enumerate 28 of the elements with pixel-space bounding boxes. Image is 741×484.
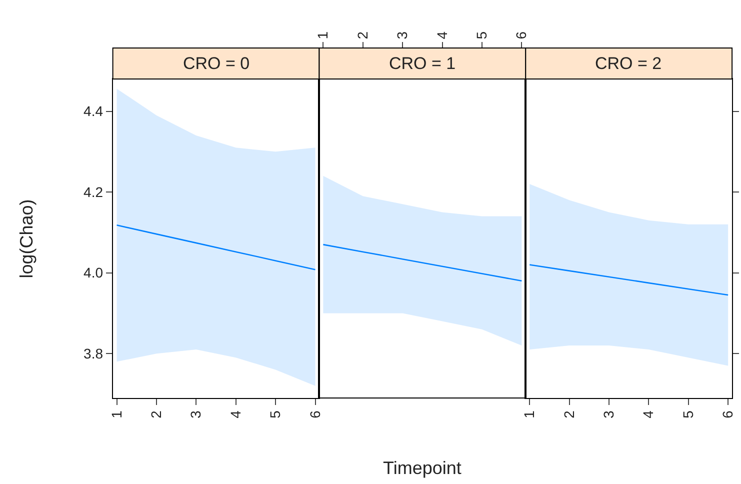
x-tick-label: 6 xyxy=(306,410,323,418)
line-series xyxy=(116,224,316,270)
x-tick-label: 1 xyxy=(314,31,331,40)
x-tick-label: 2 xyxy=(560,410,577,418)
x-tick-label: 4 xyxy=(640,410,656,418)
x-tick-label: 4 xyxy=(434,31,450,40)
x-tick-label: 3 xyxy=(188,410,204,418)
x-tick-label: 2 xyxy=(148,410,164,418)
x-tick-label: 6 xyxy=(720,410,736,418)
x-tick-label: 5 xyxy=(267,410,284,418)
x-tick-label: 1 xyxy=(521,410,538,418)
x-tick-label: 5 xyxy=(474,31,490,40)
y-tick-label: 4.2 xyxy=(84,184,104,200)
x-tick-label: 5 xyxy=(680,410,696,418)
y-tick-label: 3.8 xyxy=(84,345,104,362)
x-tick-label: 1 xyxy=(108,410,124,418)
x-tick-label: 6 xyxy=(513,31,530,40)
x-axis-title: Timepoint xyxy=(383,458,462,478)
x-tick-label: 3 xyxy=(600,410,617,418)
y-tick-label: 4.4 xyxy=(84,103,104,120)
y-axis-title: log(Chao) xyxy=(16,199,36,278)
x-tick-label: 4 xyxy=(227,410,244,418)
chart-title: CRO = 1 xyxy=(389,54,456,73)
x-tick-label: 3 xyxy=(394,31,410,40)
x-tick-label: 2 xyxy=(354,31,370,40)
y-tick-label: 4.0 xyxy=(84,264,104,281)
chart-title: CRO = 2 xyxy=(595,54,662,73)
chart-title: CRO = 0 xyxy=(183,54,250,73)
